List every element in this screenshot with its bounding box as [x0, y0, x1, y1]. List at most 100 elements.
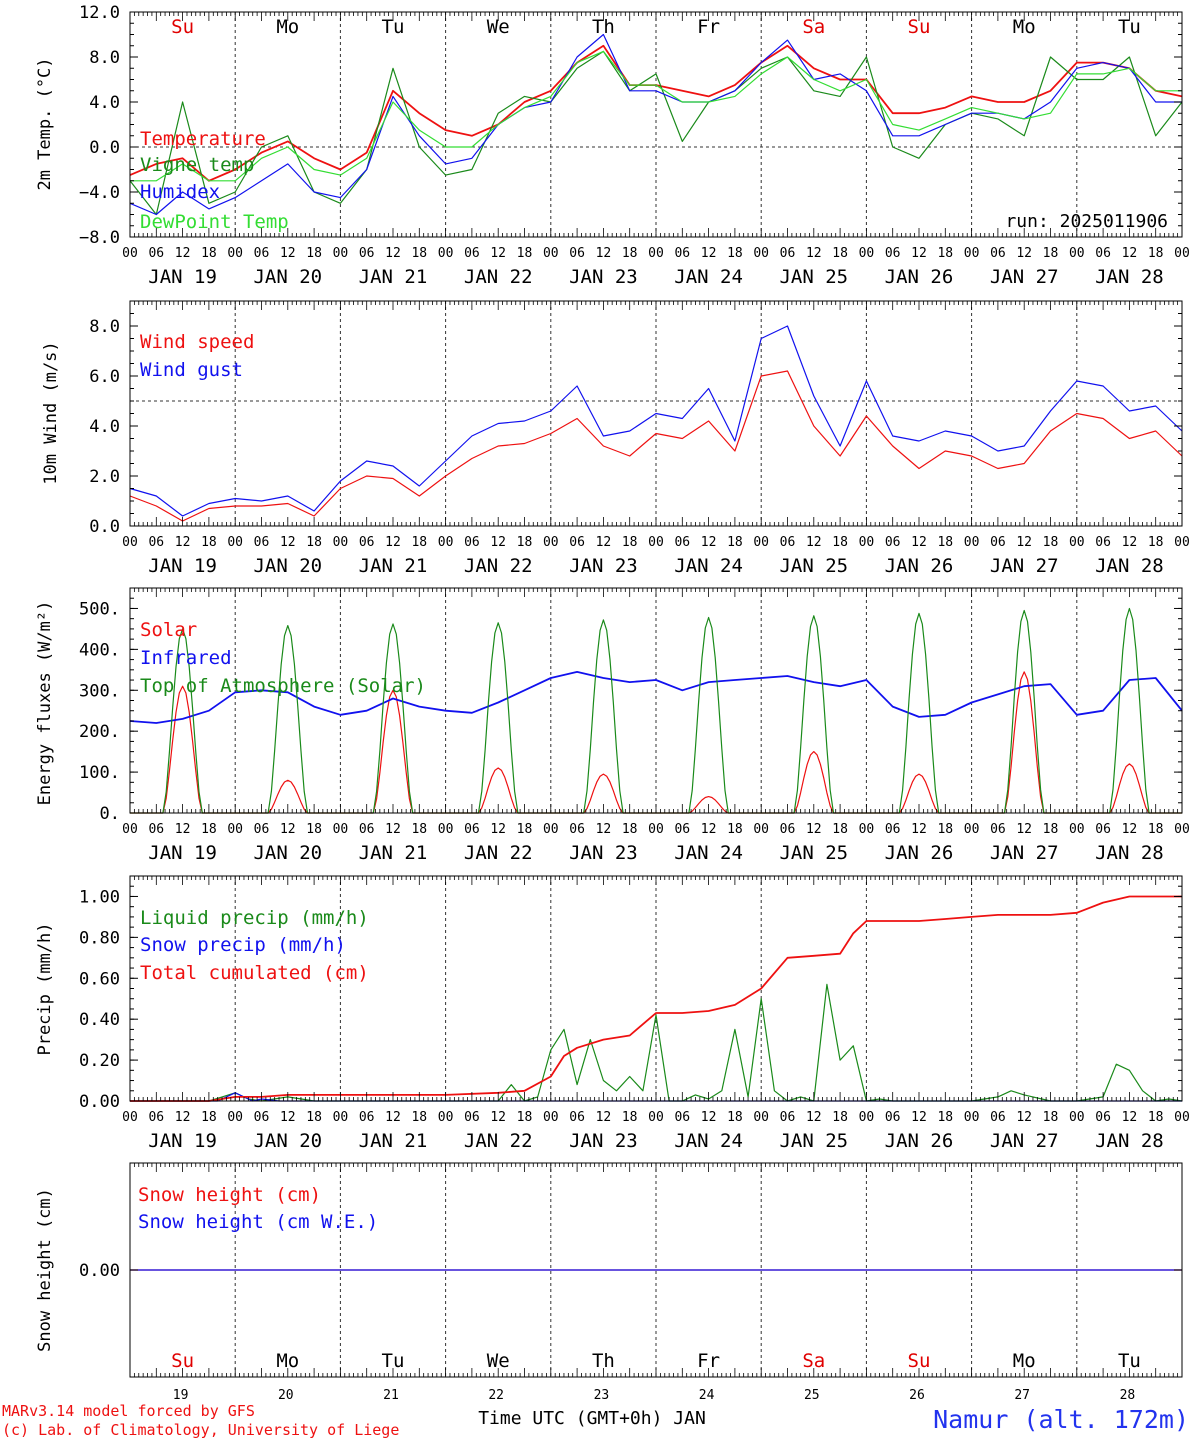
x-day-label: JAN 25 [779, 1130, 848, 1152]
snow-y-axis-title: Snow height (cm) [35, 1188, 55, 1352]
run-label: run: 2025011906 [1005, 211, 1168, 232]
temp-series-dewpoint-temp-line [130, 50, 1182, 182]
x-day-label: JAN 25 [779, 555, 848, 577]
y-tick-label: 0.60 [79, 969, 120, 989]
x-day-label: JAN 28 [1095, 1130, 1164, 1152]
x-hour-label: 12 [385, 246, 401, 261]
x-hour-label: 00 [753, 246, 769, 261]
x-hour-label: 12 [1016, 535, 1032, 550]
y-tick-label: 0.0 [89, 517, 120, 537]
y-tick-label: 400. [79, 640, 120, 660]
y-tick-label: 0.00 [79, 1261, 120, 1281]
x-hour-label: 18 [306, 1110, 322, 1125]
x-hour-label: 00 [227, 822, 243, 837]
x-hour-label: 12 [490, 535, 506, 550]
x-hour-label: 06 [780, 1110, 796, 1125]
x-hour-label: 06 [464, 535, 480, 550]
x-hour-label: 12 [385, 535, 401, 550]
x-hour-label: 06 [674, 246, 690, 261]
x-hour-label: 00 [227, 246, 243, 261]
x-hour-label: 06 [1095, 535, 1111, 550]
precip-y-axis-title: Precip (mm/h) [35, 922, 55, 1055]
snow-weekday-labels: Su Mo Tu We Th Fr Sa Su Mo Tu [171, 1350, 1141, 1372]
x-hour-label: 00 [438, 822, 454, 837]
x-day-label: JAN 26 [885, 555, 954, 577]
x-hour-label: 00 [543, 535, 559, 550]
y-tick-label: 0. [100, 804, 120, 824]
x-hour-label: 12 [490, 822, 506, 837]
panel-snow: 0.00 Snow height (cm) Snow height (cm) S… [35, 1162, 1183, 1403]
x-day-label: JAN 21 [359, 555, 428, 577]
day-number-label: 26 [909, 1388, 925, 1403]
x-day-label: JAN 27 [990, 1130, 1059, 1152]
x-day-label: JAN 20 [253, 1130, 322, 1152]
x-hour-label: 12 [385, 822, 401, 837]
x-hour-label: 06 [780, 246, 796, 261]
x-hour-label: 00 [1069, 822, 1085, 837]
temp-grid [130, 12, 1182, 237]
x-day-label: JAN 26 [885, 266, 954, 288]
temp-weekday-labels: Su Mo Tu We Th Fr Sa Su Mo Tu [171, 16, 1141, 38]
x-hour-label: 18 [727, 1110, 743, 1125]
day-number-label: 21 [383, 1388, 399, 1403]
x-hour-label: 00 [859, 535, 875, 550]
wind-legend-gust: Wind gust [140, 359, 243, 381]
x-hour-label: 06 [1095, 246, 1111, 261]
x-axis-title: Time UTC (GMT+0h) JAN [478, 1408, 706, 1429]
x-hour-label: 00 [1174, 1110, 1190, 1125]
y-tick-label: 12.0 [79, 3, 120, 23]
weekday-label: Sa [802, 1350, 825, 1372]
x-hour-label: 06 [569, 1110, 585, 1125]
x-hour-label: 06 [674, 1110, 690, 1125]
x-hour-label: 18 [622, 822, 638, 837]
x-hour-label: 18 [727, 246, 743, 261]
x-hour-label: 18 [832, 535, 848, 550]
x-hour-label: 00 [648, 822, 664, 837]
x-hour-label: 12 [596, 246, 612, 261]
x-day-label: JAN 21 [359, 842, 428, 864]
y-tick-label: 0.40 [79, 1010, 120, 1030]
x-hour-label: 06 [674, 822, 690, 837]
x-hour-label: 00 [227, 535, 243, 550]
x-hour-label: 00 [543, 1110, 559, 1125]
x-hour-label: 12 [280, 822, 296, 837]
x-hour-label: 18 [306, 246, 322, 261]
y-tick-label: 6.0 [89, 367, 120, 387]
x-hour-label: 18 [1148, 246, 1164, 261]
wind-y-axis-title: 10m Wind (m/s) [41, 341, 61, 484]
x-hour-label: 12 [911, 1110, 927, 1125]
temp-y-axis-title: 2m Temp. (°C) [35, 57, 55, 190]
snow-axes: 0.00 [79, 1163, 1183, 1377]
x-hour-label: 18 [937, 246, 953, 261]
x-hour-label: 18 [1043, 246, 1059, 261]
x-hour-label: 06 [254, 246, 270, 261]
weekday-label: Tu [382, 1350, 405, 1372]
y-tick-label: 4.0 [89, 93, 120, 113]
x-hour-label: 00 [964, 822, 980, 837]
x-day-label: JAN 25 [779, 842, 848, 864]
x-hour-label: 12 [1016, 822, 1032, 837]
weekday-label: Su [171, 16, 194, 38]
x-hour-label: 18 [517, 822, 533, 837]
y-tick-label: −4.0 [79, 183, 120, 203]
x-hour-label: 12 [175, 822, 191, 837]
y-tick-label: 2.0 [89, 467, 120, 487]
wind-series-wind-speed-line [129, 370, 1183, 522]
x-day-label: JAN 24 [674, 266, 743, 288]
weekday-label: Tu [382, 16, 405, 38]
copyright: (c) Lab. of Climatology, University of L… [2, 1421, 399, 1439]
x-hour-label: 00 [1069, 535, 1085, 550]
x-hour-label: 00 [122, 246, 138, 261]
x-hour-label: 06 [148, 246, 164, 261]
x-hour-label: 18 [517, 1110, 533, 1125]
weekday-label: Su [908, 1350, 931, 1372]
x-hour-label: 06 [148, 822, 164, 837]
x-hour-label: 12 [596, 535, 612, 550]
x-hour-label: 12 [806, 1110, 822, 1125]
weekday-label: Th [592, 1350, 615, 1372]
x-hour-label: 06 [990, 1110, 1006, 1125]
x-hour-label: 12 [701, 1110, 717, 1125]
x-hour-label: 18 [1148, 1110, 1164, 1125]
x-hour-label: 00 [859, 1110, 875, 1125]
